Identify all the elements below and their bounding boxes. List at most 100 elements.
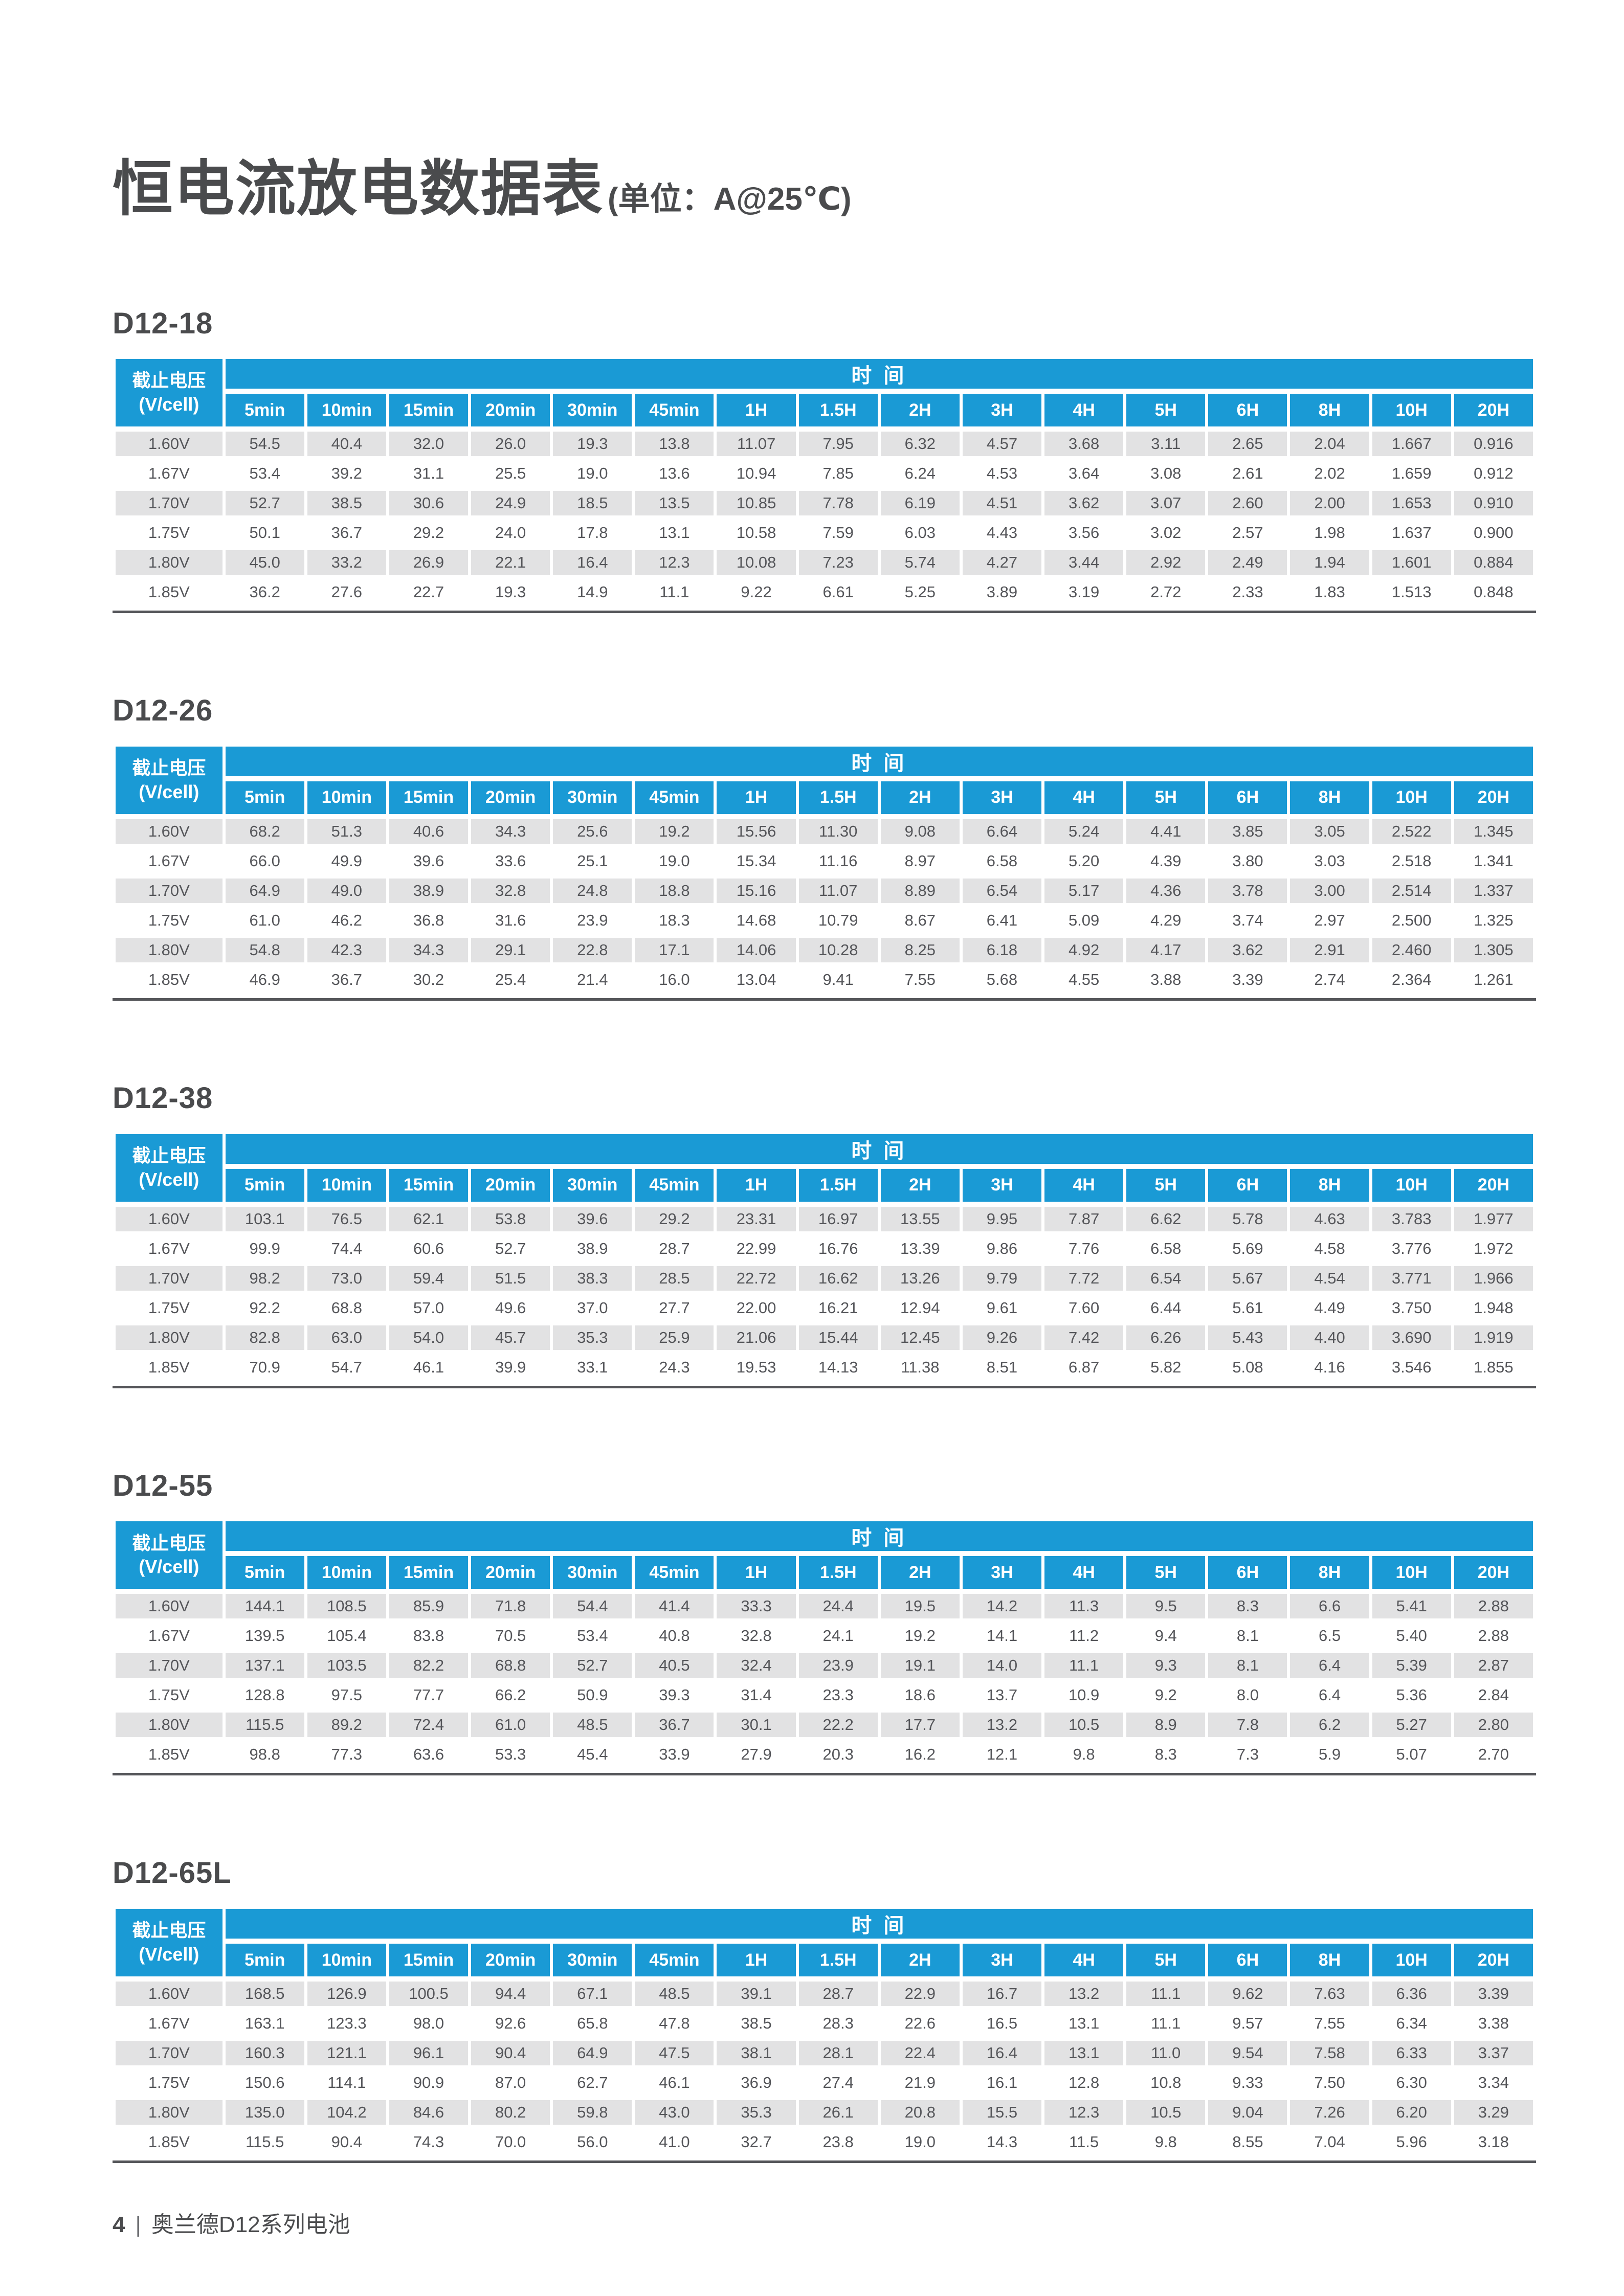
data-cell: 33.9 — [635, 1742, 714, 1767]
data-cell: 1.919 — [1454, 1325, 1533, 1350]
data-cell: 3.18 — [1454, 2130, 1533, 2155]
data-cell: 39.9 — [471, 1355, 550, 1380]
data-cell: 9.62 — [1208, 1982, 1287, 2007]
time-col-header: 5min — [225, 781, 304, 814]
data-cell: 4.55 — [1044, 967, 1124, 992]
data-cell: 2.87 — [1454, 1653, 1533, 1678]
cutoff-voltage-header-line2: (V/cell) — [139, 1944, 199, 1965]
data-cell: 3.39 — [1454, 1982, 1533, 2007]
data-cell: 14.1 — [962, 1624, 1042, 1649]
data-cell: 1.345 — [1454, 819, 1533, 844]
data-cell: 6.58 — [1126, 1236, 1206, 1261]
data-cell: 115.5 — [225, 1713, 304, 1738]
time-col-header: 6H — [1208, 1556, 1287, 1589]
voltage-cell: 1.70V — [116, 491, 223, 516]
data-cell: 13.1 — [1044, 2041, 1124, 2066]
battery-table-section: D12-26 截止电压 (V/cell) 时 间 5min 10min 15min 20… — [113, 694, 1536, 1001]
data-cell: 4.92 — [1044, 937, 1124, 962]
data-cell: 23.9 — [553, 908, 632, 933]
data-cell: 11.07 — [717, 432, 796, 457]
time-col-header: 20min — [471, 1556, 550, 1589]
table-row: 1.75V 61.0 46.2 36.8 31.6 23.9 18.3 14.68 10.79 8… — [116, 908, 1533, 933]
data-cell: 32.0 — [389, 432, 469, 457]
time-col-header: 30min — [553, 1556, 632, 1589]
data-cell: 1.948 — [1454, 1295, 1533, 1320]
data-cell: 31.4 — [717, 1683, 796, 1708]
data-cell: 8.9 — [1126, 1713, 1206, 1738]
data-cell: 11.30 — [798, 819, 878, 844]
cutoff-voltage-header-line2: (V/cell) — [139, 781, 199, 802]
data-cell: 22.7 — [389, 580, 469, 605]
data-cell: 83.8 — [389, 1624, 469, 1649]
data-cell: 5.36 — [1372, 1683, 1451, 1708]
data-cell: 3.11 — [1126, 432, 1206, 457]
table-row: 1.85V 46.9 36.7 30.2 25.4 21.4 16.0 13.04 9.41 7.… — [116, 967, 1533, 992]
data-cell: 52.7 — [471, 1236, 550, 1261]
data-cell: 108.5 — [307, 1594, 386, 1619]
data-cell: 63.6 — [389, 1742, 469, 1767]
data-cell: 90.9 — [389, 2070, 469, 2096]
data-cell: 16.4 — [553, 550, 632, 575]
data-cell: 5.07 — [1372, 1742, 1451, 1767]
voltage-cell: 1.80V — [116, 1325, 223, 1350]
time-col-header: 6H — [1208, 394, 1287, 427]
time-band-row: 截止电压 (V/cell) 时 间 — [116, 359, 1533, 427]
data-cell: 18.5 — [553, 491, 632, 516]
voltage-cell: 1.60V — [116, 1206, 223, 1231]
data-cell: 37.0 — [553, 1295, 632, 1320]
page-title-text: 恒电流放电数据表 — [113, 155, 604, 223]
data-cell: 8.25 — [880, 937, 960, 962]
discharge-table: 截止电压 (V/cell) 时 间 5min 10min 15min 20min 30mi… — [113, 1129, 1536, 1385]
voltage-cell: 1.80V — [116, 550, 223, 575]
data-cell: 65.8 — [553, 2011, 632, 2036]
data-cell: 12.1 — [962, 1742, 1042, 1767]
discharge-table: 截止电压 (V/cell) 时 间 5min 10min 15min 20min 30mi… — [113, 1904, 1536, 2159]
data-cell: 2.518 — [1372, 848, 1451, 873]
data-cell: 1.977 — [1454, 1206, 1533, 1231]
data-cell: 51.3 — [307, 819, 386, 844]
data-cell: 24.9 — [471, 491, 550, 516]
cutoff-voltage-header-line1: 截止电压 — [132, 757, 206, 779]
data-cell: 54.0 — [389, 1325, 469, 1350]
data-cell: 17.7 — [880, 1713, 960, 1738]
data-cell: 14.9 — [553, 580, 632, 605]
table-row: 1.70V 64.9 49.0 38.9 32.8 24.8 18.8 15.16 11.07 8… — [116, 878, 1533, 903]
data-cell: 4.57 — [962, 432, 1042, 457]
data-cell: 10.58 — [717, 521, 796, 546]
discharge-table: 截止电压 (V/cell) 时 间 5min 10min 15min 20min 30mi… — [113, 741, 1536, 997]
data-cell: 105.4 — [307, 1624, 386, 1649]
data-cell: 64.9 — [553, 2041, 632, 2066]
data-cell: 2.500 — [1372, 908, 1451, 933]
footer-series-label: 奥兰德D12系列电池 — [151, 2212, 350, 2238]
table-row: 1.67V 99.9 74.4 60.6 52.7 38.9 28.7 22.99 16.76 1… — [116, 1236, 1533, 1261]
data-cell: 4.43 — [962, 521, 1042, 546]
data-cell: 22.8 — [553, 937, 632, 962]
data-cell: 46.1 — [389, 1355, 469, 1380]
time-col-header: 2H — [880, 1556, 960, 1589]
table-body: 1.60V 168.5 126.9 100.5 94.4 67.1 48.5 39.1 28.7… — [116, 1982, 1533, 2155]
data-cell: 47.5 — [635, 2041, 714, 2066]
data-cell: 12.3 — [1044, 2100, 1124, 2125]
data-cell: 0.910 — [1454, 491, 1533, 516]
data-cell: 9.2 — [1126, 1683, 1206, 1708]
data-cell: 2.33 — [1208, 580, 1287, 605]
table-row: 1.80V 45.0 33.2 26.9 22.1 16.4 12.3 10.08 7.23 5.… — [116, 550, 1533, 575]
data-cell: 96.1 — [389, 2041, 469, 2066]
data-cell: 12.3 — [635, 550, 714, 575]
data-cell: 1.305 — [1454, 937, 1533, 962]
data-cell: 85.9 — [389, 1594, 469, 1619]
data-cell: 67.1 — [553, 1982, 632, 2007]
cutoff-voltage-header: 截止电压 (V/cell) — [116, 359, 223, 427]
time-col-header: 20min — [471, 781, 550, 814]
data-cell: 9.33 — [1208, 2070, 1287, 2096]
data-cell: 13.04 — [717, 967, 796, 992]
table-row: 1.70V 98.2 73.0 59.4 51.5 38.3 28.5 22.72 16.62 1… — [116, 1266, 1533, 1291]
data-cell: 15.5 — [962, 2100, 1042, 2125]
data-cell: 50.9 — [553, 1683, 632, 1708]
time-col-header: 5H — [1126, 394, 1206, 427]
time-col-header: 8H — [1290, 1944, 1369, 1977]
data-cell: 103.1 — [225, 1206, 304, 1231]
data-cell: 36.7 — [307, 521, 386, 546]
data-cell: 7.04 — [1290, 2130, 1369, 2155]
voltage-cell: 1.67V — [116, 1236, 223, 1261]
